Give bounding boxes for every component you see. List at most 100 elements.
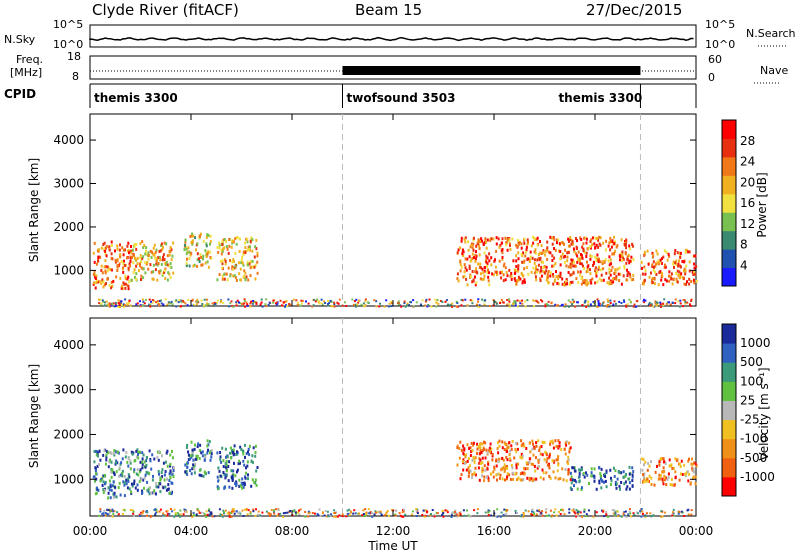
heatmap-cell	[209, 234, 212, 238]
heatmap-cell	[511, 439, 514, 443]
heatmap-cell	[216, 278, 219, 282]
heatmap-cell	[615, 482, 618, 486]
ground-scatter-cell	[378, 510, 381, 513]
heatmap-cell	[613, 475, 616, 478]
heatmap-cell	[542, 249, 545, 253]
ground-scatter-cell	[540, 299, 542, 302]
heatmap-cell	[515, 471, 518, 475]
ground-scatter-cell	[455, 513, 458, 516]
heatmap-cell	[253, 265, 256, 269]
ground-scatter-cell	[277, 509, 280, 511]
heatmap-cell	[147, 251, 150, 255]
ground-scatter-cell	[238, 511, 241, 514]
heatmap-cell	[162, 253, 165, 257]
ground-scatter-cell	[368, 512, 371, 515]
ground-scatter-cell	[506, 509, 509, 512]
heatmap-cell	[503, 463, 506, 467]
heatmap-cell	[121, 471, 124, 475]
heatmap-cell	[663, 249, 666, 253]
heatmap-cell	[255, 247, 258, 251]
heatmap-cell	[163, 269, 166, 272]
heatmap-cell	[543, 458, 546, 462]
ground-scatter-cell	[111, 515, 114, 518]
heatmap-cell	[475, 281, 478, 285]
ground-scatter-cell	[522, 515, 525, 518]
heatmap-cell	[661, 271, 663, 275]
heatmap-cell	[501, 251, 504, 255]
heatmap-cell	[477, 445, 480, 448]
heatmap-cell	[487, 279, 490, 283]
heatmap-cell	[114, 249, 116, 253]
heatmap-cell	[493, 467, 496, 471]
ground-scatter-cell	[232, 509, 234, 512]
heatmap-cell	[658, 271, 661, 275]
ground-scatter-cell	[624, 510, 627, 513]
ground-scatter-cell	[441, 513, 444, 516]
heatmap-cell	[503, 448, 506, 451]
colorbar-tick-label: 500	[740, 355, 763, 369]
ground-scatter-cell	[196, 300, 199, 303]
heatmap-cell	[149, 459, 152, 463]
heatmap-cell	[238, 478, 241, 482]
ground-scatter-cell	[376, 511, 379, 514]
ground-scatter-cell	[259, 303, 262, 306]
heatmap-cell	[570, 258, 573, 262]
heatmap-cell	[622, 470, 625, 474]
heatmap-cell	[557, 282, 560, 286]
heatmap-cell	[517, 238, 520, 242]
heatmap-cell	[510, 448, 513, 451]
heatmap-cell	[135, 247, 138, 251]
ground-scatter-cell	[279, 299, 282, 302]
heatmap-cell	[474, 456, 477, 460]
heatmap-cell	[563, 283, 566, 287]
heatmap-cell	[168, 253, 171, 257]
ground-scatter-cell	[674, 298, 677, 301]
ground-scatter-cell	[548, 514, 550, 517]
heatmap-cell	[677, 273, 680, 277]
heatmap-cell	[484, 237, 487, 241]
heatmap-cell	[504, 236, 507, 240]
heatmap-cell	[676, 251, 679, 255]
heatmap-cell	[549, 274, 552, 278]
heatmap-cell	[488, 259, 491, 263]
heatmap-cell	[204, 453, 207, 457]
heatmap-cell	[140, 266, 143, 270]
ground-scatter-cell	[276, 514, 279, 517]
ground-scatter-cell	[571, 298, 574, 301]
heatmap-cell	[461, 252, 464, 256]
heatmap-cell	[129, 467, 132, 471]
heatmap-cell	[506, 466, 509, 470]
heatmap-cell	[467, 469, 470, 473]
ground-scatter-cell	[390, 305, 393, 308]
ground-scatter-cell	[428, 298, 431, 301]
ground-scatter-cell	[98, 302, 101, 305]
heatmap-cell	[531, 479, 534, 483]
heatmap-cell	[523, 237, 526, 241]
heatmap-cell	[184, 470, 187, 474]
heatmap-cell	[618, 484, 621, 488]
heatmap-cell	[103, 265, 106, 269]
ground-scatter-cell	[158, 303, 160, 306]
heatmap-cell	[694, 462, 697, 466]
heatmap-cell	[531, 447, 534, 451]
heatmap-cell	[537, 439, 540, 443]
heatmap-cell	[602, 259, 605, 263]
ground-scatter-cell	[149, 303, 152, 306]
heatmap-cell	[520, 271, 523, 275]
heatmap-cell	[640, 260, 643, 264]
heatmap-cell	[509, 449, 512, 453]
heatmap-cell	[654, 470, 657, 474]
heatmap-cell	[605, 469, 608, 473]
heatmap-cell	[642, 480, 645, 484]
ground-scatter-cell	[586, 300, 589, 303]
ground-scatter-cell	[535, 513, 538, 516]
nave-tick-top: 60	[708, 53, 722, 66]
heatmap-cell	[563, 242, 565, 246]
ground-scatter-cell	[456, 515, 459, 518]
heatmap-cell	[542, 266, 545, 270]
heatmap-cell	[585, 237, 588, 241]
heatmap-cell	[648, 474, 651, 478]
heatmap-cell	[464, 236, 467, 240]
ground-scatter-cell	[251, 302, 254, 305]
ground-scatter-cell	[560, 509, 562, 511]
